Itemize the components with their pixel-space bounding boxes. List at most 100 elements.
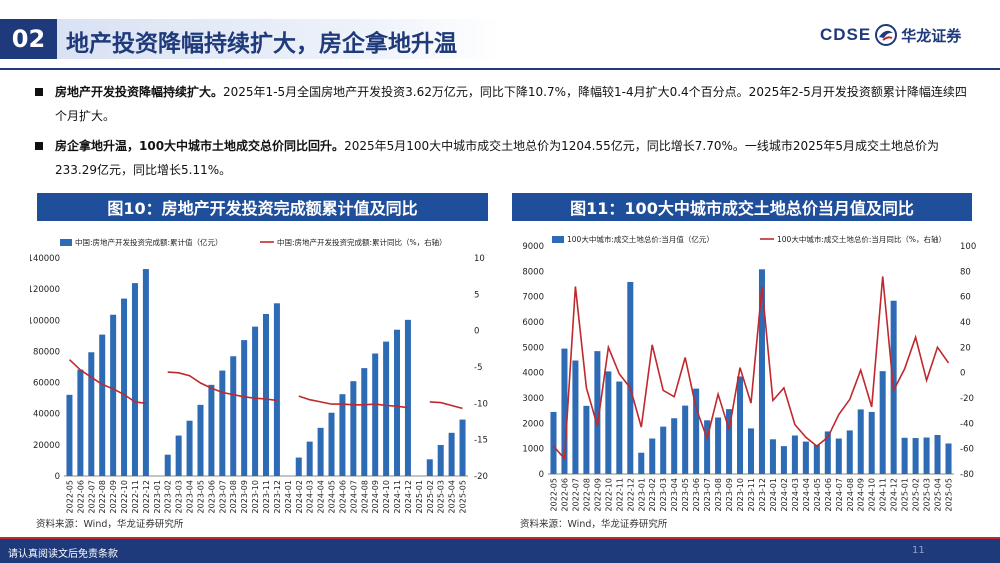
y-left-tick-label: 7000	[522, 293, 544, 303]
bullet-investment: 房地产开发投资降幅持续扩大。2025年1-5月全国房地产开发投资3.62万亿元，…	[33, 80, 973, 128]
y-left-tick-label: 3000	[522, 394, 544, 404]
summary-bullets: 房地产开发投资降幅持续扩大。2025年1-5月全国房地产开发投资3.62万亿元，…	[33, 80, 973, 188]
bar	[605, 371, 612, 474]
bullet-square-icon	[35, 142, 43, 150]
x-tick-label: 2022-09	[109, 480, 118, 513]
bar	[164, 454, 171, 476]
section-number: 02	[0, 19, 57, 59]
chart1-source: 资料来源：Wind，华龙证券研究所	[36, 519, 184, 530]
legend-line-label: 中国:房地产开发投资完成额:累计同比（%，右轴）	[277, 237, 447, 247]
brand-logo: CDSE 华龙证券	[820, 22, 961, 48]
y-right-tick-label: -60	[960, 445, 974, 455]
x-tick-label: 2025-04	[934, 478, 943, 511]
bar	[758, 269, 765, 474]
x-tick-label: 2024-03	[306, 480, 315, 513]
bullet-land: 房企拿地升温，100大中城市土地成交总价同比回升。2025年5月100大中城市成…	[33, 134, 973, 182]
x-tick-label: 2024-10	[868, 478, 877, 511]
footer-accent	[0, 537, 1000, 540]
y-left-tick-label: 2000	[522, 419, 544, 429]
bar	[306, 441, 313, 476]
y-right-tick-label: 10	[474, 254, 485, 264]
y-left-tick-label: 40000	[33, 410, 60, 420]
bar	[912, 438, 919, 474]
y-right-tick-label: 5	[474, 290, 479, 300]
x-tick-label: 2024-12	[404, 480, 413, 513]
x-tick-label: 2022-05	[65, 480, 74, 513]
x-tick-label: 2024-10	[382, 480, 391, 513]
chart2-title: 图11：100大中城市成交土地总价当月值及同比	[512, 193, 972, 221]
bar	[426, 459, 433, 476]
x-tick-label: 2024-01	[769, 478, 778, 511]
logo-text-en: CDSE	[820, 25, 872, 44]
bar	[219, 370, 226, 476]
x-tick-label: 2024-11	[393, 480, 402, 513]
bar	[934, 434, 941, 474]
title-band	[57, 19, 501, 59]
y-right-tick-label: -40	[960, 419, 974, 429]
x-tick-label: 2023-01	[637, 478, 646, 511]
x-tick-label: 2024-01	[284, 480, 293, 513]
bar	[616, 381, 623, 474]
x-tick-label: 2022-09	[593, 478, 602, 511]
x-tick-label: 2025-04	[448, 480, 457, 513]
y-left-tick-label: 120000	[30, 285, 60, 295]
y-left-tick-label: 80000	[33, 347, 60, 357]
bar	[328, 412, 335, 476]
chart-land-transaction: 0100020003000400050006000700080009000-80…	[522, 234, 976, 511]
legend-bar-swatch	[60, 239, 72, 246]
y-left-tick-label: 20000	[33, 441, 60, 451]
bar	[252, 326, 259, 476]
x-tick-label: 2023-06	[692, 478, 701, 511]
bar	[350, 381, 357, 476]
bullet-square-icon	[35, 88, 43, 96]
y-right-tick-label: -20	[474, 472, 488, 482]
bullet-lead: 房企拿地升温，100大中城市土地成交总价同比回升。	[55, 139, 345, 153]
x-tick-label: 2024-07	[349, 480, 358, 513]
bar	[448, 432, 455, 476]
y-right-tick-label: -20	[960, 394, 974, 404]
x-tick-label: 2024-02	[780, 478, 789, 511]
x-tick-label: 2024-06	[338, 480, 347, 513]
bar	[726, 409, 733, 474]
bar	[737, 376, 744, 474]
y-right-tick-label: 60	[960, 293, 971, 303]
x-tick-label: 2025-03	[923, 478, 932, 511]
bar	[99, 334, 106, 476]
x-tick-label: 2025-01	[901, 478, 910, 511]
header-rule	[0, 68, 1000, 70]
logo-text-cn: 华龙证券	[901, 26, 962, 45]
bar	[241, 340, 248, 476]
series-line	[552, 276, 950, 461]
bar	[715, 417, 722, 474]
x-tick-label: 2023-08	[714, 478, 723, 511]
x-tick-label: 2023-05	[196, 480, 205, 513]
bullet-text: 2025年5月100大中城市成交土地总价为1204.55亿元，同比增长7.70%…	[55, 139, 940, 177]
x-tick-label: 2023-05	[681, 478, 690, 511]
bar	[437, 445, 444, 476]
logo-icon	[875, 24, 898, 46]
x-tick-label: 2022-10	[604, 478, 613, 511]
x-tick-label: 2022-05	[549, 478, 558, 511]
y-left-tick-label: 1000	[522, 445, 544, 455]
legend-bar-label: 中国:房地产开发投资完成额:累计值（亿元）	[75, 237, 223, 247]
bar	[186, 420, 193, 476]
x-tick-label: 2024-12	[890, 478, 899, 511]
legend-bar-swatch	[552, 236, 564, 243]
bar	[262, 313, 270, 476]
x-tick-label: 2023-01	[153, 480, 162, 513]
x-tick-label: 2023-02	[164, 480, 173, 513]
x-tick-label: 2023-04	[670, 478, 679, 511]
bar	[704, 420, 711, 474]
bar	[638, 452, 645, 474]
x-tick-label: 2024-04	[317, 480, 326, 513]
y-right-tick-label: -10	[474, 399, 488, 409]
x-tick-label: 2025-01	[415, 480, 424, 513]
bar	[175, 435, 182, 476]
x-tick-label: 2023-11	[747, 478, 756, 511]
x-tick-label: 2025-03	[437, 480, 446, 513]
x-tick-label: 2024-11	[879, 478, 888, 511]
bar	[780, 446, 787, 474]
legend-bar-label: 100大中城市:成交土地总价:当月值（亿元）	[567, 234, 714, 244]
bar	[88, 352, 95, 476]
y-left-tick-label: 0	[539, 470, 544, 480]
